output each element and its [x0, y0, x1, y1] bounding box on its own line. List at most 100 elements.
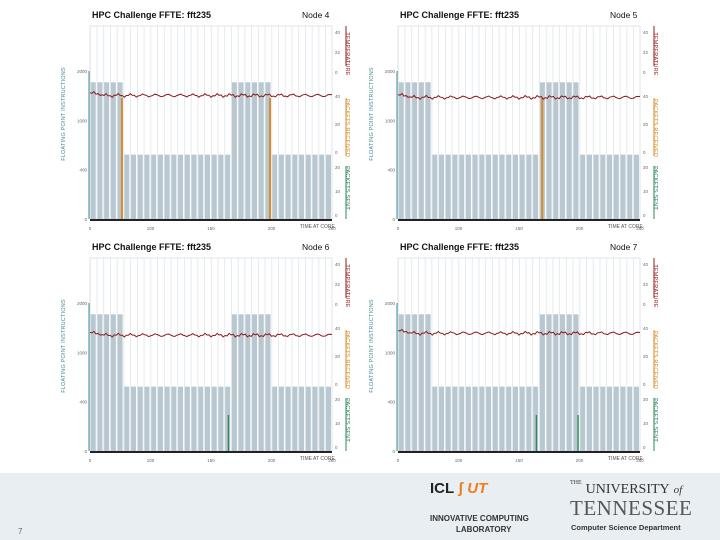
- fp-bar: [164, 386, 170, 451]
- packets-sent-spike: [227, 415, 230, 451]
- icl-logo: ICL ʃ UT: [430, 480, 487, 497]
- fp-bar: [492, 386, 498, 451]
- fp-bar: [438, 386, 445, 451]
- fp-bar: [593, 386, 599, 451]
- fp-bar: [312, 386, 318, 451]
- fp-bar: [593, 154, 599, 219]
- fp-bar: [198, 386, 204, 451]
- fp-tick-label: 1000: [77, 350, 88, 355]
- chart-title: HPC Challenge FFTE: fft235: [92, 10, 212, 20]
- fp-bar: [425, 314, 431, 451]
- fp-bar: [177, 386, 184, 451]
- fp-bar: [398, 82, 404, 220]
- fp-bar: [251, 82, 258, 220]
- time-axis-label: TIME AT CORE: [608, 224, 643, 230]
- fp-bar: [580, 386, 586, 451]
- fp-bar: [613, 154, 619, 219]
- chart-panel-node7: HPC Challenge FFTE: fft235 Node 7 2000 10…: [368, 242, 668, 472]
- fp-bar: [151, 154, 157, 219]
- ut-university: UNIVERSITY: [585, 482, 670, 497]
- fp-bar: [184, 386, 190, 451]
- packets-sent-spike: [577, 415, 579, 451]
- ut-of: of: [673, 484, 683, 496]
- fp-bar: [97, 314, 103, 451]
- fp-bar: [191, 154, 197, 219]
- fp-bar: [452, 386, 458, 451]
- fp-bar: [325, 386, 331, 451]
- chart-panel-node6: HPC Challenge FFTE: fft235 Node 6 2000 10…: [60, 242, 360, 472]
- fp-bar: [526, 386, 532, 451]
- fp-bar: [130, 154, 137, 219]
- fp-tick-label: 0: [84, 449, 87, 454]
- packets-sent-tick-label: 0: [643, 213, 646, 218]
- packets-received-axis-label: PACKETS RECEIVED: [344, 98, 350, 158]
- x-tick-label: 250: [328, 226, 336, 231]
- temperature-tick-label: 40: [335, 30, 341, 35]
- fp-bar: [265, 314, 271, 451]
- fp-bar: [506, 154, 512, 219]
- fp-axis-label: FLOATING POINT INSTRUCTIONS: [369, 67, 375, 161]
- fp-bar: [459, 386, 465, 451]
- ut-the: THE: [570, 480, 582, 486]
- fp-bar: [225, 386, 231, 451]
- fp-bar: [245, 82, 251, 220]
- x-tick-label: 0: [89, 226, 92, 231]
- temperature-line: [397, 92, 641, 101]
- packets-received-tick-label: 20: [643, 122, 649, 127]
- fp-bar: [479, 386, 485, 451]
- fp-tick-label: 2000: [77, 69, 88, 74]
- fp-bar: [177, 154, 184, 219]
- fp-bar: [278, 154, 284, 219]
- fp-bar: [258, 314, 264, 451]
- fp-bar: [533, 386, 539, 451]
- fp-bar: [251, 314, 258, 451]
- fp-bar: [553, 82, 559, 220]
- fp-bar: [606, 154, 613, 219]
- fp-bar: [620, 386, 626, 451]
- fp-bar: [285, 386, 291, 451]
- fp-bar: [485, 386, 492, 451]
- fp-bar: [627, 386, 633, 451]
- packets-received-axis-label: PACKETS RECEIVED: [652, 330, 658, 390]
- fp-bar: [600, 154, 606, 219]
- packets-sent-tick-label: 10: [643, 421, 649, 426]
- packets-sent-tick-label: 0: [335, 213, 338, 218]
- fp-bar: [104, 314, 110, 451]
- fp-bar: [171, 154, 177, 219]
- fp-bar: [238, 82, 244, 220]
- fp-tick-label: 2000: [385, 69, 396, 74]
- fp-bar: [533, 154, 539, 219]
- fp-bar: [600, 386, 606, 451]
- x-tick-label: 200: [268, 226, 276, 231]
- fp-bar: [499, 154, 505, 219]
- fp-bar: [231, 82, 237, 220]
- fp-bar: [472, 154, 478, 219]
- fp-bar: [272, 386, 278, 451]
- ut-tennessee: TENNESSEE: [570, 496, 693, 520]
- fp-bar: [110, 82, 116, 220]
- fp-bar: [157, 386, 163, 451]
- ut-logo-top: THE UNIVERSITY of: [570, 480, 682, 498]
- chart-baseline: [398, 219, 640, 221]
- fp-bar: [90, 82, 96, 220]
- chart-node-label: Node 7: [610, 242, 638, 252]
- fp-bar: [438, 154, 445, 219]
- packets-sent-tick-label: 0: [335, 445, 338, 450]
- fp-bar: [211, 154, 217, 219]
- temperature-tick-label: 0: [643, 302, 646, 307]
- fp-bar: [566, 82, 572, 220]
- fp-bar: [559, 82, 566, 220]
- fp-bar: [104, 82, 110, 220]
- fp-bar: [130, 386, 137, 451]
- fp-bar: [445, 154, 451, 219]
- fp-bar: [519, 386, 525, 451]
- x-tick-label: 150: [207, 458, 215, 463]
- fp-bar: [633, 386, 639, 451]
- x-tick-label: 100: [147, 458, 155, 463]
- packets-received-tick-label: 40: [643, 94, 649, 99]
- x-tick-label: 150: [515, 458, 523, 463]
- fp-bar: [110, 314, 116, 451]
- fp-bar: [506, 386, 512, 451]
- packets-received-spike: [541, 98, 544, 219]
